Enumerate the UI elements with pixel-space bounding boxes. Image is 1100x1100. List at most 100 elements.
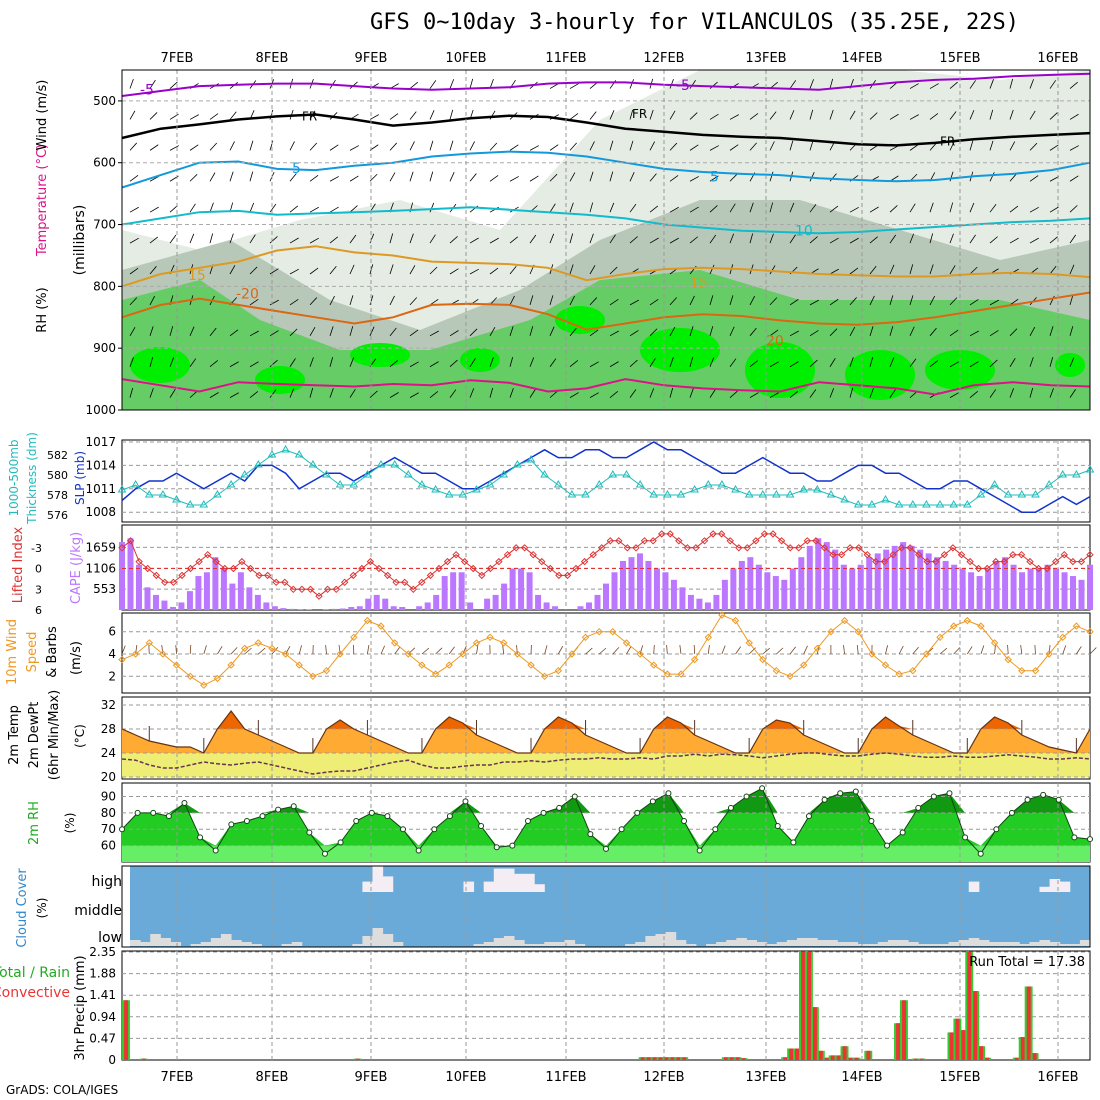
cape-bar xyxy=(271,606,278,610)
cloud-low-bar xyxy=(625,944,636,946)
rh2m-label: 2m RH xyxy=(27,801,42,845)
rh-marker xyxy=(587,831,594,838)
wind-barb xyxy=(889,234,897,244)
wind-barb-10m xyxy=(161,645,164,655)
wind-barb xyxy=(669,175,679,182)
thickness-marker xyxy=(676,490,686,498)
wind-barb xyxy=(549,203,556,213)
wind-marker xyxy=(568,650,576,658)
wind-barb xyxy=(969,390,978,398)
li-marker xyxy=(409,585,418,594)
isotherm-label-20: 20 xyxy=(766,334,784,350)
wind-marker xyxy=(390,639,399,647)
wind-barb xyxy=(329,206,339,213)
li-marker xyxy=(623,544,632,552)
thickness-marker xyxy=(376,460,386,468)
thickness-marker xyxy=(240,470,250,478)
cloud-low-bar xyxy=(1019,944,1030,946)
cape-bar xyxy=(772,576,779,610)
date-label-bottom: 11FEB xyxy=(545,1070,586,1085)
cape-bar xyxy=(229,583,236,610)
wind-marker xyxy=(486,633,494,642)
li-marker xyxy=(700,537,709,545)
cape-bar xyxy=(917,549,924,610)
wind-marker xyxy=(745,639,753,647)
wind-marker xyxy=(977,622,985,630)
slp-label: SLP (mb) xyxy=(73,451,87,505)
wind-marker xyxy=(813,644,822,653)
li-marker xyxy=(932,557,940,566)
wind-barb xyxy=(849,387,854,398)
wind-marker xyxy=(118,655,126,664)
wind-barb xyxy=(829,237,839,244)
precip-convective-bar xyxy=(682,1057,687,1060)
wind-barb-10m xyxy=(230,647,238,655)
wind-barb xyxy=(1029,357,1034,367)
wind-barb xyxy=(589,171,594,182)
li-marker xyxy=(717,530,726,538)
wind-barb xyxy=(169,326,174,336)
rh-marker xyxy=(446,813,453,820)
cloud-high-bar xyxy=(483,881,495,892)
wind-barb xyxy=(769,233,774,244)
rh-shade-dark xyxy=(925,350,995,390)
cape-bar xyxy=(832,549,839,610)
wind-barb xyxy=(1069,357,1075,367)
wind-barb xyxy=(929,327,937,337)
wind-barb xyxy=(909,358,917,367)
wind-barb xyxy=(469,358,476,367)
wind-barb xyxy=(169,81,178,89)
wind-marker xyxy=(459,650,467,658)
wind-barb-10m xyxy=(735,646,742,655)
thickness-marker xyxy=(267,450,277,458)
li-marker xyxy=(486,564,495,573)
wind-barb xyxy=(649,205,659,213)
wind-barb xyxy=(1049,176,1059,182)
precip-convective-bar xyxy=(836,1055,841,1060)
wind-barb xyxy=(409,233,414,244)
li-marker xyxy=(152,571,161,580)
wind-barb xyxy=(1069,234,1077,244)
cloud-high-bar xyxy=(1049,879,1061,892)
wind-barb xyxy=(969,80,976,89)
cloud-low-bar xyxy=(887,940,899,946)
slp-tick-label: 1014 xyxy=(85,458,116,472)
wind-label-1: 10m Wind xyxy=(5,619,20,685)
y-tick-label: 1000 xyxy=(85,403,116,417)
wind-panel-frame xyxy=(121,612,1091,694)
rh-marker xyxy=(790,839,797,846)
cape-bar xyxy=(1036,568,1043,610)
wind-barb xyxy=(609,202,615,213)
wind-marker xyxy=(227,661,235,669)
cape-bar xyxy=(951,564,958,610)
cape-bar xyxy=(628,557,635,610)
li-marker xyxy=(709,530,717,538)
wind-barb xyxy=(429,80,437,89)
cloud-low-bar xyxy=(534,944,545,946)
precip-convective-bar xyxy=(824,1057,829,1060)
wind-barb xyxy=(889,326,894,336)
wind-barb xyxy=(1009,78,1014,89)
thickness-marker xyxy=(322,470,331,478)
wind-barb xyxy=(189,114,199,120)
cape-bar xyxy=(1027,568,1034,610)
wind-barb xyxy=(209,202,214,213)
wind-barb xyxy=(929,264,934,275)
cape-bar xyxy=(662,572,669,610)
isotherm-label-10: 10 xyxy=(795,224,813,240)
thickness-marker xyxy=(785,490,795,498)
wind-barb xyxy=(869,295,875,306)
precip-convective-bar xyxy=(1026,986,1031,1060)
wind-barb xyxy=(509,388,514,398)
isotherm-label-fr: FR xyxy=(632,107,647,121)
li-tick-label: -3 xyxy=(31,542,42,555)
wind-marker xyxy=(527,661,535,669)
wind-barb xyxy=(409,171,414,182)
wind-barb xyxy=(989,79,994,89)
wind-barb-10m xyxy=(885,645,888,655)
thickness-marker xyxy=(840,495,849,503)
li-marker xyxy=(777,537,786,545)
cloud-low-bar xyxy=(807,938,818,946)
wind-barb xyxy=(269,203,277,213)
thickness-marker xyxy=(731,485,740,493)
